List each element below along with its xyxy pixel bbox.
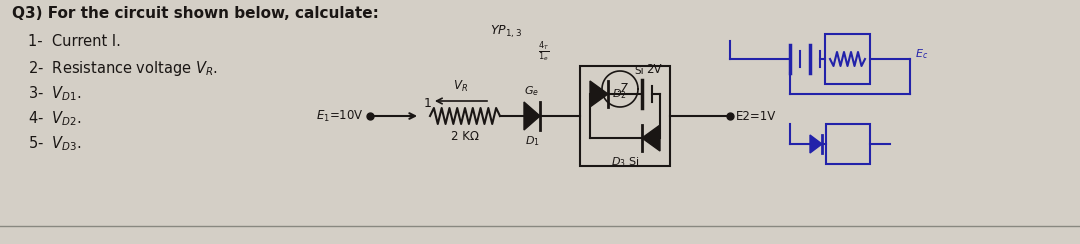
Bar [826,124,870,164]
Text: 5-  $V_{D3}$.: 5- $V_{D3}$. [28,134,82,153]
Text: $V_R$: $V_R$ [453,79,468,94]
Text: E2=1V: E2=1V [735,110,777,122]
Text: $G_e$: $G_e$ [525,84,540,98]
Text: $\frac{4_T}{1_e}$: $\frac{4_T}{1_e}$ [538,39,550,64]
Text: $D_3$ Si: $D_3$ Si [611,155,639,169]
Polygon shape [810,135,822,153]
Text: $E_c$: $E_c$ [915,47,928,61]
Text: $YP_{1,3}$: $YP_{1,3}$ [490,24,522,41]
Text: 2-  Resistance voltage $V_R$.: 2- Resistance voltage $V_R$. [28,59,218,78]
Polygon shape [524,102,540,130]
Text: $D_1$: $D_1$ [525,134,539,148]
Text: 2V: 2V [646,63,661,76]
Text: Q3) For the circuit shown below, calculate:: Q3) For the circuit shown below, calcula… [12,6,379,21]
Text: .7: .7 [616,82,627,95]
Bar [825,34,870,84]
Text: $D_2$: $D_2$ [612,87,626,101]
Text: Si: Si [634,66,644,76]
Bar [580,66,670,166]
Text: 1-  Current I.: 1- Current I. [28,34,121,49]
Text: $E_1$=10V: $E_1$=10V [316,108,364,123]
Polygon shape [642,125,660,151]
Text: 4-  $V_{D2}$.: 4- $V_{D2}$. [28,109,82,128]
Text: 3-  $V_{D1}$.: 3- $V_{D1}$. [28,84,82,103]
Polygon shape [590,81,608,107]
Text: 1: 1 [424,97,432,110]
Text: 2 KΩ: 2 KΩ [451,130,480,143]
